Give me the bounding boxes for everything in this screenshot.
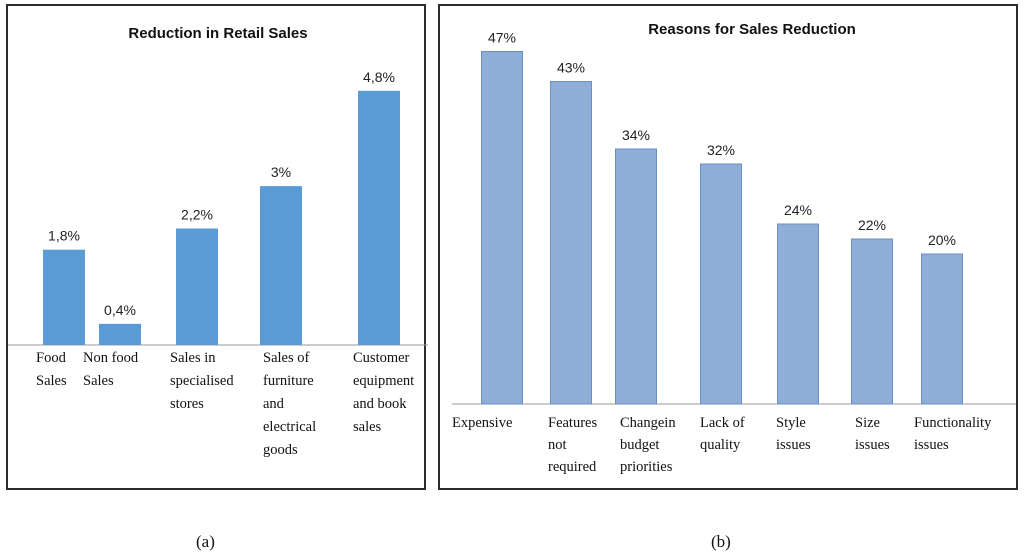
bar-1 (481, 51, 523, 405)
bar-6 (851, 238, 893, 405)
category-label-5-line-2: equipment (353, 373, 414, 389)
bar-7 (921, 253, 963, 405)
category-label-4-line-2: furniture (263, 373, 314, 389)
chart-a-panel: Reduction in Retail Sales 1,8% Food Sales 0,… (6, 4, 428, 490)
data-label-6: 22% (858, 217, 886, 233)
category-label-2-line-3: required (548, 459, 597, 475)
category-label-2-line-1: Non food (83, 350, 139, 366)
data-label-5: 24% (784, 202, 812, 218)
chart-b-svg: Reasons for Sales Reduction 47% Expensive 4… (452, 21, 1016, 475)
category-label-7-line-2: issues (914, 437, 949, 453)
bar-1 (43, 249, 85, 345)
category-label-3-line-1: Changein (620, 415, 676, 431)
category-label-1-line-1: Food (36, 350, 67, 366)
data-label-1: 1,8% (48, 228, 80, 244)
chart-b-panel: Reasons for Sales Reduction 47% Expensive 4… (438, 4, 1018, 490)
category-label-6-line-2: issues (855, 437, 890, 453)
category-label-3-line-3: stores (170, 396, 204, 412)
category-label-6-line-1: Size (855, 415, 880, 431)
category-label-1-line-2: Sales (36, 373, 67, 389)
category-label-4-line-2: quality (700, 437, 741, 453)
caption-b: (b) (711, 532, 731, 551)
chart-a-svg: Reduction in Retail Sales 1,8% Food Sales 0,… (8, 25, 428, 458)
category-label-2-line-2: not (548, 437, 567, 453)
bar-5 (358, 90, 400, 346)
data-label-3: 2,2% (181, 206, 213, 222)
data-label-4: 32% (707, 142, 735, 158)
caption-a: (a) (196, 532, 215, 551)
bar-5 (777, 223, 819, 405)
category-label-5-line-1: Customer (353, 350, 410, 366)
category-label-3-line-1: Sales in (170, 350, 216, 366)
data-label-5: 4,8% (363, 69, 395, 85)
category-label-4-line-4: electrical (263, 419, 316, 435)
category-label-4-line-1: Lack of (700, 415, 745, 431)
data-label-3: 34% (622, 127, 650, 143)
category-label-3-line-3: priorities (620, 459, 673, 475)
bar-4 (260, 186, 302, 345)
data-label-4: 3% (271, 164, 291, 180)
category-label-7-line-1: Functionality (914, 415, 992, 431)
data-label-1: 47% (488, 30, 516, 46)
category-label-5-line-4: sales (353, 419, 382, 435)
bar-3 (176, 228, 218, 345)
chart-title: Reasons for Sales Reduction (648, 21, 856, 38)
data-label-7: 20% (928, 232, 956, 248)
category-label-4-line-3: and (263, 396, 285, 412)
category-label-3-line-2: budget (620, 437, 659, 453)
category-label-4-line-5: goods (263, 442, 298, 458)
bar-2 (550, 81, 592, 405)
data-label-2: 43% (557, 60, 585, 76)
category-label-4-line-1: Sales of (263, 350, 309, 366)
bar-3 (615, 148, 657, 405)
category-label-3-line-2: specialised (170, 373, 234, 389)
category-label-5-line-3: and book (353, 396, 407, 412)
bar-4 (700, 163, 742, 405)
category-label-2-line-1: Features (548, 415, 597, 431)
category-label-5-line-2: issues (776, 437, 811, 453)
category-label-2-line-2: Sales (83, 373, 114, 389)
category-label-5-line-1: Style (776, 415, 806, 431)
category-label-1-line-1: Expensive (452, 415, 512, 431)
chart-title: Reduction in Retail Sales (128, 25, 307, 42)
bar-2 (99, 323, 141, 345)
data-label-2: 0,4% (104, 302, 136, 318)
